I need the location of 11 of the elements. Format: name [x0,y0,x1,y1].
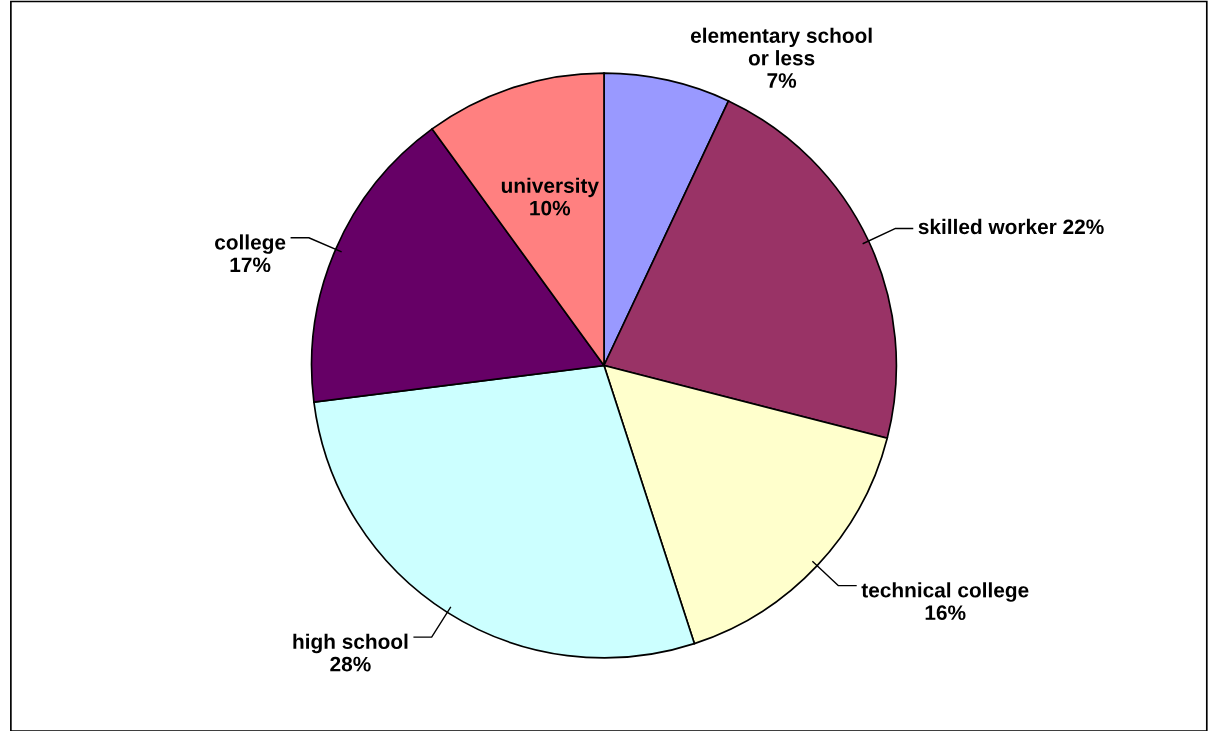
slice-label: technical college [861,582,1029,602]
data-label: 28% [330,656,371,672]
data-label: 7% [767,73,797,88]
slice-label: high school [293,633,408,654]
data-label: 17% [230,257,271,273]
data-label: 16% [925,605,966,621]
slice-label: college [215,234,286,254]
slice-label: elementary school or less [690,27,872,66]
data-label: 10% [530,200,571,216]
slice-label: university [501,177,599,198]
slice-label: skilled worker 22% [918,218,1104,235]
